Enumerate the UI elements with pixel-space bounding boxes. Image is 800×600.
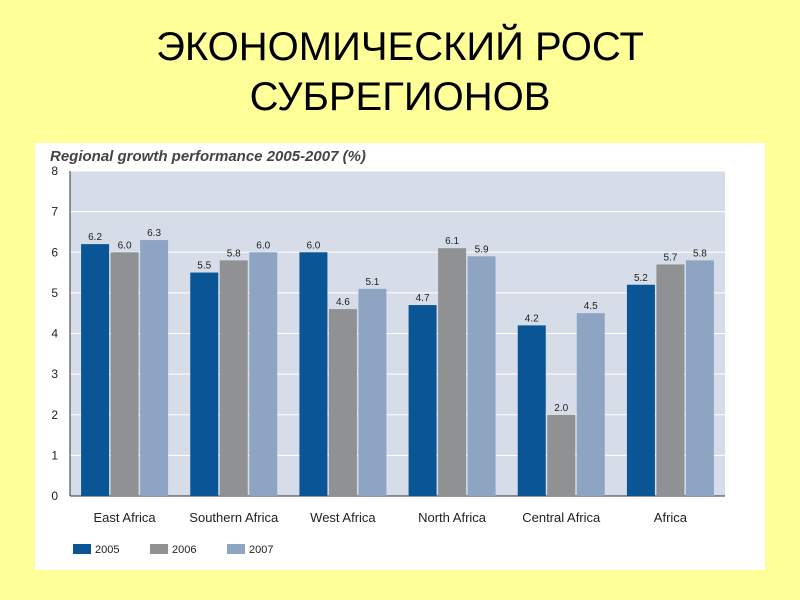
data-label: 6.2 [88, 232, 102, 243]
bar [249, 252, 278, 496]
legend-swatch [227, 544, 245, 554]
bar [358, 288, 387, 496]
bar [328, 309, 357, 496]
y-tick-label: 3 [51, 367, 58, 381]
legend-label: 2006 [172, 544, 196, 556]
data-label: 6.0 [306, 240, 320, 251]
y-tick-label: 2 [51, 408, 58, 422]
bar [467, 256, 496, 496]
y-tick-label: 0 [51, 489, 58, 503]
legend-swatch [150, 544, 168, 554]
bar [408, 305, 437, 496]
data-label: 6.3 [147, 228, 161, 239]
data-label: 4.6 [336, 297, 350, 308]
bar [576, 313, 605, 496]
chart-title: Regional growth performance 2005-2007 (%… [50, 148, 366, 165]
bar [685, 260, 714, 496]
x-tick-label: West Africa [310, 510, 376, 525]
bar [547, 414, 576, 496]
data-label: 5.7 [663, 252, 677, 263]
data-label: 4.5 [584, 301, 598, 312]
bar [299, 252, 328, 496]
bar-chart: Regional growth performance 2005-2007 (%… [50, 148, 725, 556]
y-tick-label: 8 [51, 164, 58, 178]
bar [81, 244, 110, 496]
data-label: 2.0 [554, 403, 568, 414]
bar [140, 240, 169, 496]
legend-label: 2005 [95, 544, 119, 556]
y-tick-label: 5 [51, 286, 58, 300]
x-tick-label: Central Africa [522, 510, 601, 525]
data-label: 4.7 [416, 293, 430, 304]
data-label: 6.1 [445, 236, 459, 247]
chart-panel: Regional growth performance 2005-2007 (%… [35, 143, 765, 570]
y-tick-label: 6 [51, 245, 58, 259]
slide-title-line2: СУБРЕГИОНОВ [249, 75, 551, 119]
data-label: 5.2 [634, 273, 648, 284]
data-label: 6.0 [118, 240, 132, 251]
legend-label: 2007 [249, 544, 273, 556]
slide-title-line1: ЭКОНОМИЧЕСКИЙ РОСТ [156, 25, 644, 69]
data-label: 5.8 [693, 248, 707, 259]
bar [656, 264, 685, 496]
x-tick-label: Africa [654, 510, 688, 525]
x-tick-label: Southern Africa [189, 510, 279, 525]
bar [219, 260, 248, 496]
y-tick-label: 4 [51, 327, 58, 341]
legend-swatch [73, 544, 91, 554]
x-tick-label: East Africa [94, 510, 157, 525]
data-label: 5.8 [227, 248, 241, 259]
bar [438, 248, 467, 496]
slide-title: ЭКОНОМИЧЕСКИЙ РОСТ СУБРЕГИОНОВ [0, 22, 800, 122]
bar [110, 252, 139, 496]
y-tick-label: 7 [51, 205, 58, 219]
bar [517, 325, 546, 496]
x-tick-label: North Africa [418, 510, 487, 525]
data-label: 5.1 [365, 277, 379, 288]
y-tick-label: 1 [51, 448, 58, 462]
data-label: 6.0 [256, 240, 270, 251]
bar [190, 272, 219, 496]
data-label: 5.5 [197, 261, 211, 272]
bar [626, 284, 655, 496]
data-label: 4.2 [525, 313, 539, 324]
data-label: 5.9 [475, 244, 489, 255]
